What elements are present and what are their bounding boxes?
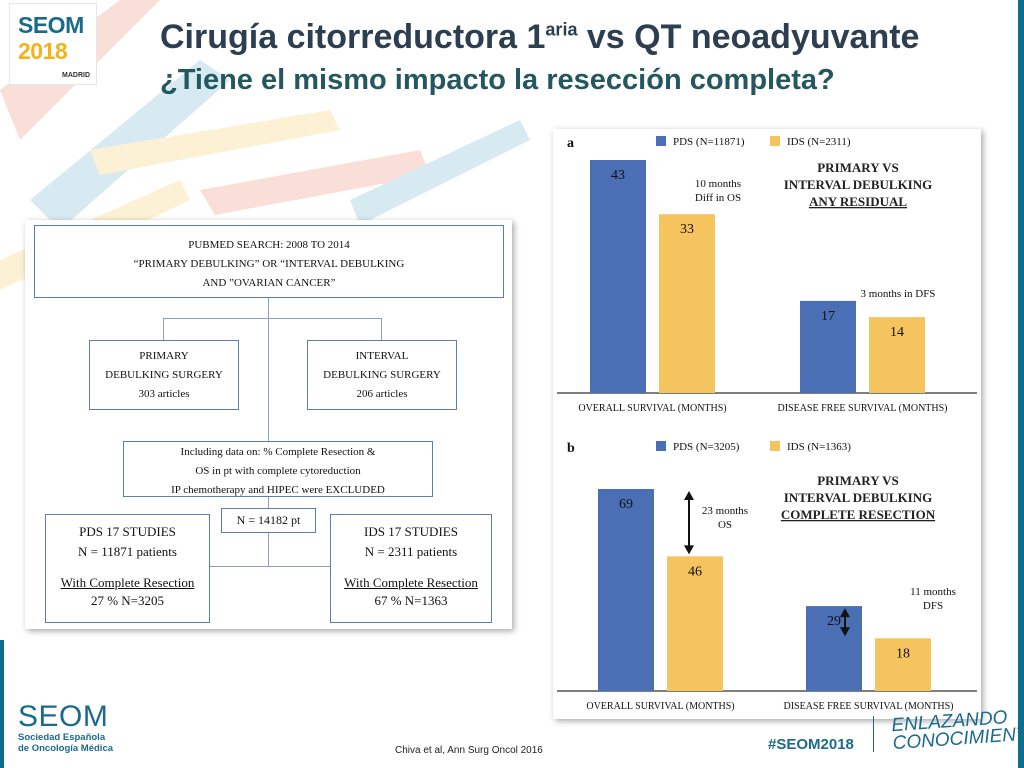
annotation-text: 11 months (910, 586, 956, 598)
bar (667, 556, 723, 691)
total-patients-box: N = 14182 pt (221, 508, 316, 533)
footer-society-name: Sociedad Española de Oncología Médica (18, 732, 114, 754)
legend-label: IDS (N=1363) (787, 441, 851, 453)
chart-title-line: INTERVAL DEBULKING (784, 490, 932, 505)
legend-swatch (656, 136, 666, 146)
bar (806, 606, 862, 691)
seom-2018-logo: SEOM 2018 MADRID (10, 4, 96, 84)
left-accent-bar (0, 640, 4, 768)
chart-title-line: PRIMARY VS (817, 160, 899, 175)
connector (163, 318, 381, 319)
charts-svg: a PDS (N=11871) IDS (N=2311) PRIMARY VS INTE… (557, 136, 977, 712)
annotation-text: Diff in OS (695, 192, 741, 204)
category-label: OVERALL SURVIVAL (MONTHS) (586, 701, 734, 712)
arrow-head-up (684, 491, 694, 500)
logo-year-text: 2018 (18, 38, 68, 64)
bar-value-label: 18 (896, 646, 910, 661)
connector (268, 318, 269, 441)
inclusion-criteria-box: Including data on: % Complete Resection … (123, 441, 433, 497)
tagline: ENLAZANDO CONOCIMIENTO (890, 707, 1024, 755)
legend-swatch (770, 136, 780, 146)
title-superscript: aria (545, 19, 578, 40)
bar-value-label: 33 (680, 222, 694, 237)
connector (381, 318, 382, 340)
logo-city-text: MADRID (62, 72, 90, 79)
bar-value-label: 14 (890, 325, 904, 340)
bar (869, 317, 925, 393)
ids-studies-box: IDS 17 STUDIES N = 2311 patients With Comp… (330, 514, 492, 623)
footer-separator (873, 716, 874, 752)
footer-seom-logo: SEOM (18, 700, 109, 733)
survival-bar-charts: a PDS (N=11871) IDS (N=2311) PRIMARY VS INTE… (553, 129, 981, 719)
legend-label: IDS (N=2311) (787, 136, 851, 148)
annotation-text: 23 months (702, 505, 748, 517)
category-label: DISEASE FREE SURVIVAL (MONTHS) (777, 403, 947, 414)
panel-label: b (567, 441, 575, 456)
primary-debulking-box: PRIMARY DEBULKING SURGERY 303 articles (89, 340, 239, 410)
bar (800, 300, 856, 393)
right-accent-bar (1018, 0, 1024, 768)
bar-value-label: 17 (821, 309, 835, 324)
bar (659, 214, 715, 393)
connector (210, 566, 330, 567)
annotation-text: 10 months (695, 178, 741, 190)
category-label: DISEASE FREE SURVIVAL (MONTHS) (783, 701, 953, 712)
legend-swatch (770, 441, 780, 451)
interval-debulking-box: INTERVAL DEBULKING SURGERY 206 articles (307, 340, 457, 410)
arrow-head-up (840, 608, 850, 618)
annotation-text: OS (718, 519, 732, 531)
arrow-head-down (684, 545, 694, 555)
chart-title-line: COMPLETE RESECTION (781, 507, 936, 522)
bar (598, 489, 654, 691)
legend-label: PDS (N=3205) (673, 441, 740, 453)
bar (590, 160, 646, 393)
pds-studies-box: PDS 17 STUDIES N = 11871 patients With Com… (45, 514, 210, 623)
panel-label: a (567, 136, 574, 151)
bar (875, 638, 931, 691)
legend-label: PDS (N=11871) (673, 136, 745, 148)
annotation-text: 3 months in DFS (861, 288, 936, 300)
study-selection-flowchart: PUBMED SEARCH: 2008 TO 2014 “PRIMARY DEBU… (25, 220, 512, 629)
slide-subtitle: ¿Tiene el mismo impacto la resección com… (160, 64, 835, 96)
bar-value-label: 29 (827, 614, 841, 629)
bar-value-label: 69 (619, 497, 633, 512)
pubmed-search-box: PUBMED SEARCH: 2008 TO 2014 “PRIMARY DEBU… (34, 225, 504, 298)
slide-title: Cirugía citorreductora 1aria vs QT neoad… (160, 18, 920, 56)
annotation-text: DFS (923, 600, 943, 612)
chart-title-line: INTERVAL DEBULKING (784, 177, 932, 192)
bar-value-label: 43 (611, 168, 625, 183)
connector (268, 298, 269, 318)
connector (163, 318, 164, 340)
legend-swatch (656, 441, 666, 451)
citation: Chiva et al, Ann Surg Oncol 2016 (395, 745, 543, 756)
bar-value-label: 46 (688, 564, 702, 579)
chart-title-line: ANY RESIDUAL (809, 194, 907, 209)
chart-title-line: PRIMARY VS (817, 473, 899, 488)
hashtag: #SEOM2018 (768, 736, 854, 753)
category-label: OVERALL SURVIVAL (MONTHS) (578, 403, 726, 414)
logo-seom-text: SEOM (18, 12, 84, 38)
arrow-head-down (840, 627, 850, 637)
